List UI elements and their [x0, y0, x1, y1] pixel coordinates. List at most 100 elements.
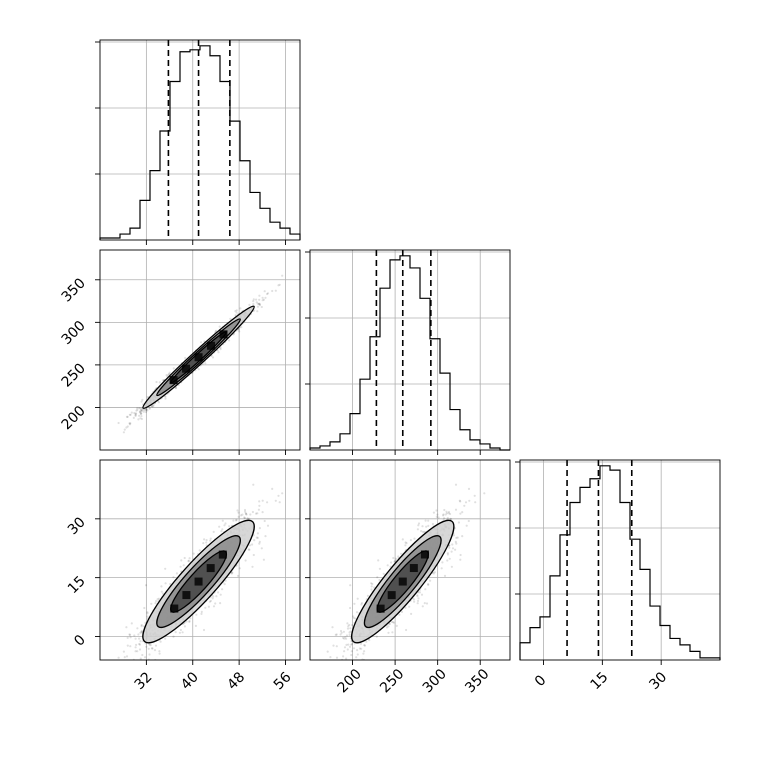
- density-core: [218, 550, 227, 559]
- scatter-point: [195, 613, 198, 616]
- contour-line: [142, 519, 255, 644]
- scatter-point: [358, 647, 361, 650]
- scatter-point: [344, 668, 346, 670]
- scatter-point: [128, 423, 132, 426]
- scatter-point: [349, 584, 352, 587]
- scatter-point: [234, 519, 238, 522]
- scatter-point: [128, 633, 132, 637]
- scatter-point: [245, 512, 248, 516]
- scatter-point: [164, 582, 167, 585]
- scatter-point: [236, 509, 239, 512]
- scatter-point: [373, 586, 376, 589]
- scatter-point: [390, 620, 393, 624]
- scatter-point: [258, 504, 261, 507]
- scatter-point: [141, 653, 144, 657]
- panel-frame: [309, 459, 511, 661]
- scatter-point: [145, 408, 148, 411]
- scatter-point: [183, 625, 186, 628]
- scatter-point: [157, 401, 160, 404]
- scatter-point: [413, 600, 416, 603]
- scatter-point: [140, 665, 142, 667]
- scatter-point: [263, 290, 266, 293]
- panel-frame: [99, 459, 301, 661]
- scatter-point: [235, 311, 238, 314]
- scatter-point: [146, 615, 149, 618]
- scatter-point: [229, 317, 232, 320]
- y-tick-label: 250: [59, 360, 89, 390]
- x-tick-label: 32: [132, 669, 156, 693]
- scatter-point: [228, 339, 231, 342]
- scatter-point: [212, 530, 215, 534]
- scatter-point: [343, 650, 346, 653]
- histogram-panel-0: [95, 39, 301, 245]
- scatter-point: [454, 548, 457, 551]
- scatter-point: [147, 647, 150, 650]
- scatter-point: [408, 605, 411, 608]
- scatter-point: [237, 328, 240, 331]
- scatter-point: [140, 623, 143, 627]
- scatter-point: [366, 594, 369, 598]
- scatter-point: [255, 512, 258, 515]
- scatter-point: [188, 620, 191, 624]
- scatter-point: [134, 637, 137, 640]
- scatter-point: [423, 530, 426, 534]
- scatter-point: [126, 425, 129, 428]
- scatter-density: [326, 483, 486, 670]
- scatter-point: [175, 572, 178, 575]
- scatter-point: [444, 513, 447, 516]
- scatter-point: [136, 407, 139, 410]
- scatter-point: [204, 362, 207, 365]
- scatter-point: [378, 567, 381, 570]
- density-core: [194, 353, 203, 362]
- density-core: [398, 577, 407, 586]
- scatter-point: [416, 599, 420, 603]
- scatter-point: [449, 512, 452, 516]
- scatter-point: [223, 524, 226, 527]
- scatter-point: [169, 582, 172, 586]
- scatter-point: [135, 662, 137, 664]
- scatter-point: [387, 625, 390, 628]
- scatter-point: [164, 567, 167, 570]
- scatter-point: [404, 544, 407, 547]
- scatter-point: [252, 553, 255, 557]
- scatter-point: [151, 405, 154, 408]
- scatter-point: [433, 571, 436, 574]
- scatter-point: [143, 606, 146, 610]
- scatter-point: [346, 665, 348, 667]
- scatter-point: [362, 652, 365, 655]
- scatter-point: [209, 599, 212, 603]
- scatter-point: [382, 572, 385, 575]
- scatter-point: [262, 298, 265, 301]
- x-tick-label: 350: [462, 666, 492, 696]
- scatter-point: [187, 560, 190, 563]
- scatter-point: [140, 629, 143, 633]
- scatter-point: [363, 650, 366, 653]
- scatter-point: [349, 606, 352, 610]
- scatter-point: [182, 564, 185, 567]
- scatter-point: [139, 631, 142, 634]
- scatter-point: [125, 626, 128, 629]
- scatter-point: [350, 653, 353, 657]
- scatter-point: [135, 643, 138, 647]
- scatter-point: [138, 642, 141, 646]
- scatter-point: [461, 510, 464, 514]
- scatter-point: [217, 591, 220, 594]
- scatter-point: [144, 584, 148, 587]
- y-tick-label: 300: [59, 318, 89, 348]
- scatter-point: [200, 612, 203, 616]
- scatter-point: [134, 646, 137, 649]
- scatter-point: [413, 537, 416, 540]
- scatter-point: [153, 649, 157, 652]
- density-core: [387, 591, 396, 600]
- scatter-point: [342, 636, 345, 640]
- scatter-point: [219, 348, 222, 351]
- scatter-point: [219, 593, 222, 596]
- x-tick-label: 300: [420, 666, 450, 696]
- scatter-point: [404, 541, 407, 544]
- scatter-point: [126, 636, 129, 640]
- scatter-point: [164, 397, 167, 400]
- scatter-point: [266, 292, 270, 295]
- scatter-point: [262, 558, 265, 561]
- scatter-point: [256, 536, 259, 540]
- scatter-point: [140, 660, 142, 662]
